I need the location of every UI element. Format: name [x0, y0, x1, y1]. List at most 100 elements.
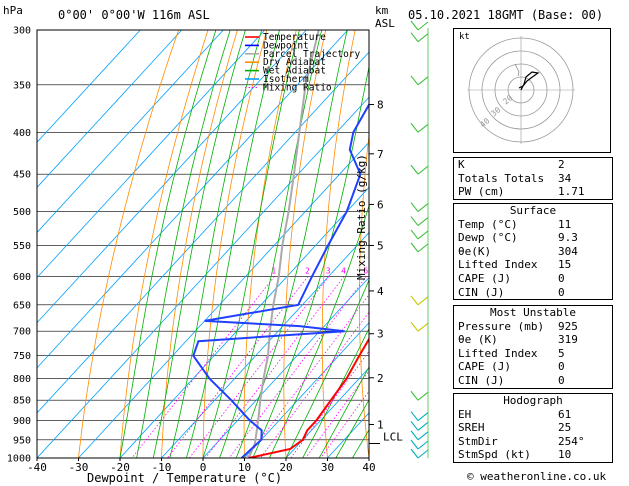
- isotherm-line: [285, 367, 369, 458]
- wind-barb: [417, 431, 429, 441]
- pressure-tick-label: 600: [13, 272, 31, 283]
- surface-panel: Surface Temp (°C) 11 Dewp (°C) 9.3 θe(K) 30…: [453, 203, 613, 301]
- surface-row: Lifted Index 15: [458, 258, 572, 272]
- isotherm-line: [244, 322, 369, 458]
- hodograph-index-row: StmSpd (kt) 10: [458, 448, 572, 462]
- wind-barb-flag: [410, 448, 419, 459]
- km-tick-label: 7: [377, 148, 384, 161]
- isotherm-line: [161, 231, 369, 458]
- dry-adiabat-line: [119, 30, 209, 458]
- x-axis-label: Dewpoint / Temperature (°C): [87, 471, 283, 485]
- surface-row: Temp (°C) 11: [458, 217, 572, 231]
- wet-adiabat-line: [202, 30, 300, 458]
- wind-barb-flag: [410, 420, 419, 431]
- wet-adiabat-line: [219, 30, 323, 458]
- wind-barb: [417, 217, 429, 226]
- wind-barb-flag: [410, 390, 419, 401]
- isotherm-line: [37, 30, 307, 324]
- mixing-ratio-label: 2: [305, 266, 310, 275]
- wet-adiabat-line: [152, 30, 246, 458]
- mixing-ratio-label: 16: [421, 266, 431, 275]
- dry-adiabat-line: [620, 30, 629, 458]
- km-tick-label: 3: [377, 328, 384, 341]
- hodograph-index-panel: Hodograph EH 61 SREH 25 StmDir 254° StmSpd …: [453, 393, 613, 463]
- wind-barb-flag: [410, 122, 419, 133]
- mixing-ratio-label: 8: [380, 266, 385, 275]
- dry-adiabat-line: [161, 30, 238, 458]
- x-tick-label: -20: [110, 461, 130, 474]
- dry-adiabat-line: [430, 30, 452, 458]
- x-tick-label: 0: [200, 461, 207, 474]
- most-unstable-row: θe (K) 319: [458, 333, 578, 347]
- km-tick-label: 6: [377, 198, 384, 211]
- mixing-ratio-label: 1: [271, 266, 276, 275]
- wet-adiabat-line: [186, 30, 280, 458]
- wet-adiabat-line: [285, 278, 369, 458]
- parcel-trajectory-line: [247, 30, 320, 458]
- wet-adiabat-line: [169, 30, 263, 458]
- legend-entry: Isotherm: [263, 74, 309, 85]
- isotherm-line: [37, 30, 224, 234]
- wind-barb: [417, 440, 429, 450]
- wind-barb: [417, 243, 429, 253]
- hodograph-index-row: StmDir 254°: [458, 434, 585, 448]
- legend-entry: Parcel Trajectory: [263, 49, 361, 60]
- wind-barb: [417, 421, 429, 431]
- index-row-totals: Totals Totals 34: [458, 171, 572, 185]
- hodograph: kt 40 30 20: [453, 28, 611, 153]
- x-tick-label: -10: [152, 461, 172, 474]
- x-tick-label: 40: [362, 461, 375, 474]
- legend-entry: Temperature: [263, 32, 326, 43]
- wet-adiabat-line: [252, 64, 369, 458]
- pressure-tick-label: 850: [13, 396, 31, 407]
- mixing-ratio-label: 3: [326, 266, 331, 275]
- isotherm-line: [37, 96, 369, 458]
- wet-adiabat-line: [269, 204, 369, 458]
- wind-barb-flag: [410, 321, 419, 332]
- wet-adiabat-line: [335, 399, 369, 458]
- wind-barb-flag: [410, 430, 419, 441]
- mixing-ratio-label: 10: [393, 266, 403, 275]
- mixing-ratio-axis-label: Mixing Ratio (g/kg): [355, 154, 368, 280]
- most-unstable-panel: Most Unstable Pressure (mb) 925 θe (K) 319…: [453, 305, 613, 389]
- most-unstable-row: CAPE (J) 0: [458, 360, 565, 374]
- mixing-ratio-label: 4: [341, 266, 346, 275]
- km-label: km: [375, 4, 389, 17]
- wind-barb: [417, 76, 429, 86]
- km-tick-label: 4: [377, 285, 384, 298]
- surface-title: Surface: [509, 204, 557, 217]
- legend-entry: Dry Adiabat: [263, 57, 326, 68]
- datetime-label: 05.10.2021 18GMT (Base: 00): [408, 8, 604, 22]
- wind-barb-flag: [410, 202, 419, 212]
- dry-adiabat-line: [78, 30, 179, 458]
- isotherm-line: [37, 30, 141, 143]
- wet-adiabat-line: [318, 366, 369, 458]
- mixing-ratio-line: [290, 350, 369, 458]
- wind-barb-flag: [410, 216, 419, 226]
- isotherm-line: [37, 51, 369, 414]
- hodograph-trace: [518, 71, 540, 91]
- mixing-ratio-line: [205, 276, 345, 458]
- hodograph-index-row: EH 61: [458, 407, 572, 421]
- asl-label: ASL: [375, 17, 395, 30]
- wind-barb-flag: [410, 75, 419, 86]
- dewpoint-line: [192, 102, 369, 458]
- isotherm-line: [202, 276, 369, 458]
- wind-barb-flag: [410, 242, 419, 253]
- dry-adiabat-line: [202, 30, 268, 458]
- hodograph-index-row: SREH 25: [458, 421, 572, 435]
- wind-barb: [417, 230, 429, 240]
- mixing-ratio-line: [228, 276, 367, 458]
- pressure-tick-label: 900: [13, 416, 31, 427]
- copyright-label: © weatheronline.co.uk: [467, 470, 607, 483]
- mixing-ratio-line: [305, 370, 369, 458]
- pressure-tick-label: 300: [13, 26, 31, 37]
- most-unstable-row: CIN (J) 0: [458, 373, 565, 387]
- wind-barb: [417, 391, 429, 401]
- wet-adiabat-line: [235, 30, 348, 458]
- dry-adiabat-line: [359, 132, 369, 458]
- mixing-ratio-label: 20: [435, 266, 445, 275]
